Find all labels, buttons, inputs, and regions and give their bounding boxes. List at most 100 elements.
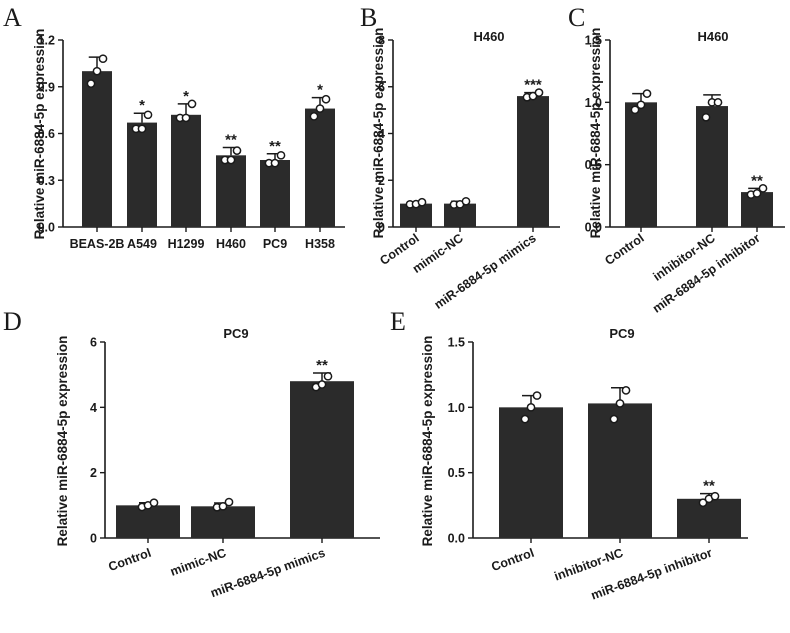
y-tick-label: 2 [90, 466, 97, 480]
panel-d-title: PC9 [223, 326, 248, 341]
panel-a-ylabel: Relative miR-6884-5p expression [32, 29, 47, 240]
data-point [323, 371, 333, 381]
panel-b-ylabel: Relative miR-6884-5p expression [371, 28, 386, 239]
panel-d-letter: D [3, 307, 22, 336]
bar [290, 381, 354, 538]
x-category-label: Control [489, 546, 536, 574]
data-point [224, 497, 234, 507]
data-point [276, 150, 286, 160]
data-point [149, 498, 159, 508]
panel-a-letter: A [3, 3, 22, 32]
data-point [710, 491, 720, 501]
y-tick-label: 4 [90, 401, 97, 415]
data-point [526, 402, 536, 412]
data-point [609, 414, 619, 424]
panel-e-letter: E [390, 307, 406, 336]
bar [82, 71, 112, 228]
y-tick-label: 4 [378, 127, 385, 141]
panel-c-ylabel: Relative miR-6884-5p expression [588, 28, 603, 239]
data-point [758, 184, 768, 193]
panel-e-title: PC9 [609, 326, 634, 341]
data-point [92, 66, 102, 76]
bar [625, 102, 657, 227]
data-point [187, 99, 197, 109]
y-tick-label: 0.5 [448, 466, 465, 480]
x-category-label: BEAS-2B [70, 237, 125, 251]
bar [696, 106, 728, 227]
y-tick-label: 1.5 [448, 336, 465, 350]
panel-e-ylabel: Relative miR-6884-5p expression [420, 336, 435, 547]
x-category-label: A549 [127, 237, 157, 251]
x-category-label: mimic-NC [168, 546, 228, 579]
y-tick-label: 0.0 [585, 221, 602, 235]
bar [677, 498, 741, 538]
bar [127, 122, 157, 227]
data-point [461, 196, 471, 206]
x-category-label: H460 [216, 237, 246, 251]
data-point [226, 155, 236, 165]
data-point [317, 380, 327, 389]
panel-c-title: H460 [697, 29, 728, 44]
panel-d: D Relative miR-6884-5p expression PC9 0 2… [3, 307, 380, 600]
y-tick-label: 0.9 [38, 80, 55, 94]
y-tick-label: 0.0 [448, 532, 465, 546]
y-tick-label: 0 [378, 221, 385, 235]
y-tick-label: 0 [90, 532, 97, 546]
x-category-label: H358 [305, 237, 335, 251]
data-point [532, 391, 542, 400]
bar [191, 506, 255, 538]
data-point [636, 100, 646, 110]
y-tick-label: 1.0 [585, 96, 602, 110]
significance-label: * [183, 88, 189, 105]
significance-label: ** [225, 132, 237, 149]
data-point [218, 501, 228, 511]
y-tick-label: 1.5 [585, 34, 602, 48]
panel-d-ylabel: Relative miR-6884-5p expression [55, 336, 70, 547]
significance-label: * [139, 97, 145, 114]
y-tick-label: 0.6 [38, 127, 55, 141]
significance-label: *** [524, 77, 542, 94]
data-point [621, 385, 631, 395]
data-point [315, 104, 325, 113]
panel-b-title: H460 [473, 29, 504, 44]
data-point [642, 89, 652, 98]
significance-label: ** [703, 478, 715, 495]
y-tick-label: 2 [378, 174, 385, 188]
bar [216, 155, 246, 227]
significance-label: ** [269, 138, 281, 155]
x-category-label: Control [602, 231, 646, 268]
data-point [752, 188, 762, 198]
x-category-label: inhibitor-NC [552, 546, 625, 584]
data-point [713, 97, 723, 107]
bar [260, 159, 290, 227]
data-point [615, 399, 625, 408]
bar [517, 96, 549, 227]
data-point [98, 54, 108, 64]
panel-e: E Relative miR-6884-5p expression PC9 0.… [390, 307, 748, 603]
bar [171, 114, 201, 227]
bar [588, 403, 652, 538]
x-category-label: miR-6884-5p mimics [209, 546, 327, 601]
x-category-label: H1299 [168, 237, 205, 251]
data-point [630, 105, 640, 115]
panel-a: A Relative miR-6884-5p expression 0.0 0.3… [3, 3, 345, 251]
y-tick-label: 8 [378, 34, 385, 48]
y-tick-label: 1.0 [448, 401, 465, 415]
data-point [417, 197, 427, 207]
data-point [137, 124, 147, 134]
panel-c: C Relative miR-6884-5p expression H460 0… [568, 3, 785, 316]
x-category-label: Control [106, 546, 153, 574]
bar [499, 407, 563, 538]
significance-label: * [317, 82, 323, 99]
bar [400, 203, 432, 227]
y-tick-label: 1.2 [38, 34, 55, 48]
bar [116, 505, 180, 538]
y-tick-label: 0.0 [38, 221, 55, 235]
y-tick-label: 6 [378, 80, 385, 94]
data-point [232, 146, 242, 155]
y-tick-label: 0.5 [585, 158, 602, 172]
data-point [143, 110, 153, 120]
panel-b-letter: B [360, 3, 377, 32]
data-point [698, 498, 708, 508]
